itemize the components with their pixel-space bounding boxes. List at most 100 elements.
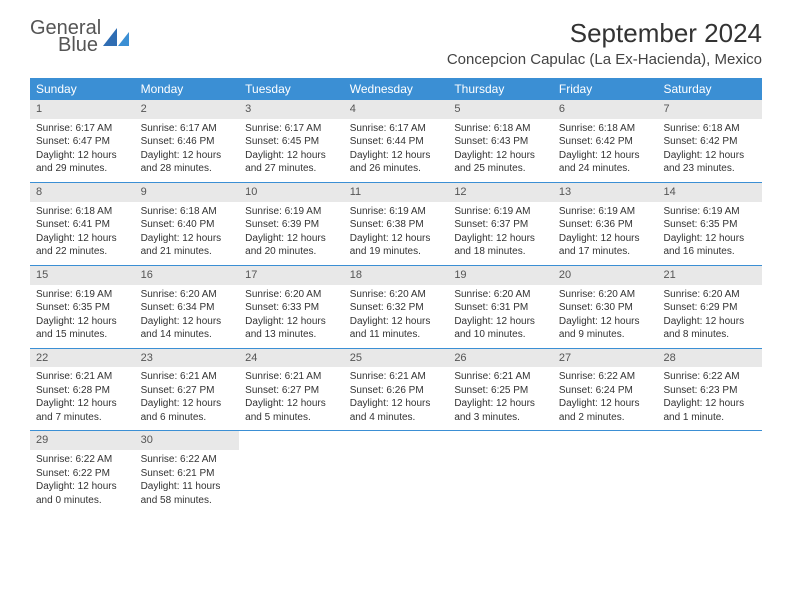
day-line: Sunrise: 6:21 AM: [245, 370, 338, 384]
day-body: Sunrise: 6:20 AMSunset: 6:30 PMDaylight:…: [553, 285, 658, 348]
day-line: Sunrise: 6:20 AM: [663, 288, 756, 302]
day-line: Sunrise: 6:18 AM: [36, 205, 129, 219]
day-cell: 28Sunrise: 6:22 AMSunset: 6:23 PMDayligh…: [657, 349, 762, 431]
day-body: Sunrise: 6:22 AMSunset: 6:23 PMDaylight:…: [657, 367, 762, 430]
day-cell: 2Sunrise: 6:17 AMSunset: 6:46 PMDaylight…: [135, 100, 240, 182]
day-line: Sunrise: 6:17 AM: [36, 122, 129, 136]
day-line: Sunrise: 6:18 AM: [141, 205, 234, 219]
day-number: 14: [657, 183, 762, 202]
day-cell: 10Sunrise: 6:19 AMSunset: 6:39 PMDayligh…: [239, 183, 344, 265]
day-body: Sunrise: 6:20 AMSunset: 6:32 PMDaylight:…: [344, 285, 449, 348]
day-number: 27: [553, 349, 658, 368]
day-line: Sunset: 6:36 PM: [559, 218, 652, 232]
day-body: Sunrise: 6:18 AMSunset: 6:43 PMDaylight:…: [448, 119, 553, 182]
day-cell: 11Sunrise: 6:19 AMSunset: 6:38 PMDayligh…: [344, 183, 449, 265]
day-body: Sunrise: 6:20 AMSunset: 6:31 PMDaylight:…: [448, 285, 553, 348]
day-line: and 1 minute.: [663, 411, 756, 425]
day-line: and 19 minutes.: [350, 245, 443, 259]
day-body: Sunrise: 6:21 AMSunset: 6:27 PMDaylight:…: [239, 367, 344, 430]
day-cell: .: [448, 431, 553, 513]
weekday-header: Wednesday: [344, 78, 449, 100]
day-line: and 10 minutes.: [454, 328, 547, 342]
day-line: Sunset: 6:44 PM: [350, 135, 443, 149]
day-number: 26: [448, 349, 553, 368]
day-number: 9: [135, 183, 240, 202]
day-line: Sunset: 6:31 PM: [454, 301, 547, 315]
day-line: and 26 minutes.: [350, 162, 443, 176]
day-line: Sunset: 6:21 PM: [141, 467, 234, 481]
day-body: Sunrise: 6:19 AMSunset: 6:35 PMDaylight:…: [657, 202, 762, 265]
day-line: and 0 minutes.: [36, 494, 129, 508]
weeks-container: 1Sunrise: 6:17 AMSunset: 6:47 PMDaylight…: [30, 100, 762, 513]
day-cell: .: [344, 431, 449, 513]
day-line: Sunset: 6:25 PM: [454, 384, 547, 398]
day-cell: 23Sunrise: 6:21 AMSunset: 6:27 PMDayligh…: [135, 349, 240, 431]
day-cell: 22Sunrise: 6:21 AMSunset: 6:28 PMDayligh…: [30, 349, 135, 431]
day-line: Sunset: 6:46 PM: [141, 135, 234, 149]
day-number: 10: [239, 183, 344, 202]
calendar-page: General Blue September 2024 Concepcion C…: [0, 0, 792, 531]
day-cell: 24Sunrise: 6:21 AMSunset: 6:27 PMDayligh…: [239, 349, 344, 431]
day-body: Sunrise: 6:17 AMSunset: 6:45 PMDaylight:…: [239, 119, 344, 182]
day-line: Sunrise: 6:19 AM: [454, 205, 547, 219]
day-body: Sunrise: 6:20 AMSunset: 6:34 PMDaylight:…: [135, 285, 240, 348]
day-line: Daylight: 12 hours: [350, 149, 443, 163]
day-cell: .: [657, 431, 762, 513]
day-body: Sunrise: 6:19 AMSunset: 6:39 PMDaylight:…: [239, 202, 344, 265]
day-line: Sunset: 6:26 PM: [350, 384, 443, 398]
day-line: Daylight: 12 hours: [141, 232, 234, 246]
day-line: Sunset: 6:27 PM: [245, 384, 338, 398]
day-line: Sunrise: 6:22 AM: [663, 370, 756, 384]
day-number: 1: [30, 100, 135, 119]
day-line: and 28 minutes.: [141, 162, 234, 176]
month-title: September 2024: [447, 18, 762, 49]
day-cell: 13Sunrise: 6:19 AMSunset: 6:36 PMDayligh…: [553, 183, 658, 265]
weekday-header: Friday: [553, 78, 658, 100]
day-cell: 14Sunrise: 6:19 AMSunset: 6:35 PMDayligh…: [657, 183, 762, 265]
day-line: Daylight: 12 hours: [245, 315, 338, 329]
day-line: Sunrise: 6:21 AM: [36, 370, 129, 384]
day-line: Sunset: 6:45 PM: [245, 135, 338, 149]
day-line: Daylight: 12 hours: [663, 232, 756, 246]
day-cell: 26Sunrise: 6:21 AMSunset: 6:25 PMDayligh…: [448, 349, 553, 431]
day-cell: 29Sunrise: 6:22 AMSunset: 6:22 PMDayligh…: [30, 431, 135, 513]
weekday-header-row: SundayMondayTuesdayWednesdayThursdayFrid…: [30, 78, 762, 100]
day-line: Sunset: 6:30 PM: [559, 301, 652, 315]
day-number: 12: [448, 183, 553, 202]
day-line: Daylight: 12 hours: [454, 149, 547, 163]
day-line: Sunrise: 6:17 AM: [245, 122, 338, 136]
day-number: 15: [30, 266, 135, 285]
day-line: and 25 minutes.: [454, 162, 547, 176]
day-body: Sunrise: 6:17 AMSunset: 6:44 PMDaylight:…: [344, 119, 449, 182]
week-row: 8Sunrise: 6:18 AMSunset: 6:41 PMDaylight…: [30, 182, 762, 265]
day-cell: 19Sunrise: 6:20 AMSunset: 6:31 PMDayligh…: [448, 266, 553, 348]
day-body: Sunrise: 6:18 AMSunset: 6:42 PMDaylight:…: [657, 119, 762, 182]
day-number: 19: [448, 266, 553, 285]
day-line: Sunset: 6:29 PM: [663, 301, 756, 315]
day-number: 8: [30, 183, 135, 202]
day-number: 6: [553, 100, 658, 119]
day-body: Sunrise: 6:19 AMSunset: 6:37 PMDaylight:…: [448, 202, 553, 265]
day-line: Sunrise: 6:19 AM: [559, 205, 652, 219]
day-number: 4: [344, 100, 449, 119]
day-number: 16: [135, 266, 240, 285]
day-line: and 29 minutes.: [36, 162, 129, 176]
day-line: Sunset: 6:39 PM: [245, 218, 338, 232]
day-line: Daylight: 12 hours: [245, 397, 338, 411]
week-row: 15Sunrise: 6:19 AMSunset: 6:35 PMDayligh…: [30, 265, 762, 348]
day-line: Sunrise: 6:19 AM: [350, 205, 443, 219]
day-line: Sunset: 6:33 PM: [245, 301, 338, 315]
week-row: 29Sunrise: 6:22 AMSunset: 6:22 PMDayligh…: [30, 430, 762, 513]
day-cell: 30Sunrise: 6:22 AMSunset: 6:21 PMDayligh…: [135, 431, 240, 513]
day-line: Daylight: 12 hours: [141, 315, 234, 329]
week-row: 1Sunrise: 6:17 AMSunset: 6:47 PMDaylight…: [30, 100, 762, 182]
logo-sail-icon: [103, 28, 129, 46]
day-number: 23: [135, 349, 240, 368]
day-line: Daylight: 12 hours: [663, 149, 756, 163]
day-line: Sunset: 6:37 PM: [454, 218, 547, 232]
day-line: and 16 minutes.: [663, 245, 756, 259]
day-line: and 17 minutes.: [559, 245, 652, 259]
day-line: Sunrise: 6:18 AM: [559, 122, 652, 136]
day-line: Daylight: 12 hours: [454, 232, 547, 246]
day-number: 17: [239, 266, 344, 285]
